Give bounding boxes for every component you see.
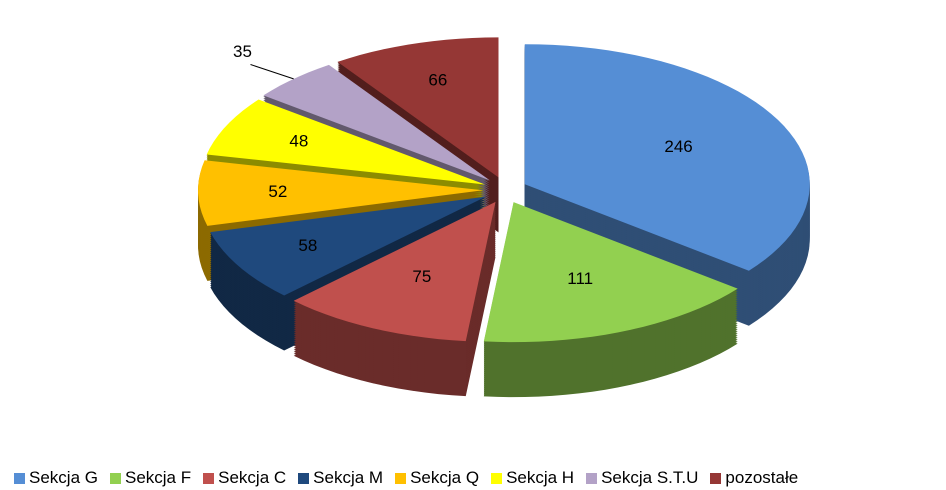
data-label: 75 <box>412 267 431 286</box>
slice <box>337 37 499 178</box>
slice <box>206 99 486 185</box>
legend-label: Sekcja Q <box>410 468 480 487</box>
legend-label: Sekcja S.T.U <box>601 468 699 487</box>
legend-label: Sekcja H <box>506 468 575 487</box>
slice <box>263 64 490 181</box>
legend: Sekcja G Sekcja F Sekcja C Sekcja M Sekcja Q… <box>14 468 798 488</box>
data-label: 48 <box>289 132 308 151</box>
slice <box>483 202 738 343</box>
legend-item: Sekcja F <box>109 468 192 488</box>
legend-swatch <box>395 472 407 484</box>
data-label: 58 <box>298 236 317 255</box>
legend-item: Sekcja S.T.U <box>586 468 698 488</box>
legend-label: Sekcja M <box>313 468 384 487</box>
data-label: 246 <box>664 137 692 156</box>
slice <box>524 44 810 271</box>
legend-item: Sekcja H <box>491 468 574 488</box>
legend-swatch <box>710 472 722 484</box>
slice <box>293 201 496 342</box>
legend-item: pozostałe <box>710 468 798 488</box>
legend-label: Sekcja F <box>124 468 192 487</box>
leader-line <box>250 64 294 80</box>
slice <box>210 196 486 296</box>
legend-label: Sekcja G <box>29 468 98 487</box>
legend-item: Sekcja Q <box>395 468 479 488</box>
legend-swatch <box>491 472 503 484</box>
data-label: 35 <box>233 42 252 61</box>
legend-swatch <box>14 472 25 484</box>
pie-area: 246 111 75 58 52 48 35 66 <box>198 37 810 398</box>
legend-item: Sekcja G <box>14 468 98 488</box>
legend-label: Sekcja C <box>218 468 287 487</box>
data-label: 66 <box>428 71 447 90</box>
legend-label: pozostałe <box>725 468 799 487</box>
data-label: 52 <box>268 182 287 201</box>
data-label: 111 <box>567 269 593 288</box>
legend-swatch <box>586 472 598 484</box>
legend-item: Sekcja C <box>203 468 286 488</box>
legend-swatch <box>298 472 310 484</box>
slice <box>198 160 484 226</box>
legend-item: Sekcja M <box>298 468 383 488</box>
legend-swatch <box>109 472 121 484</box>
legend-swatch <box>203 472 215 484</box>
